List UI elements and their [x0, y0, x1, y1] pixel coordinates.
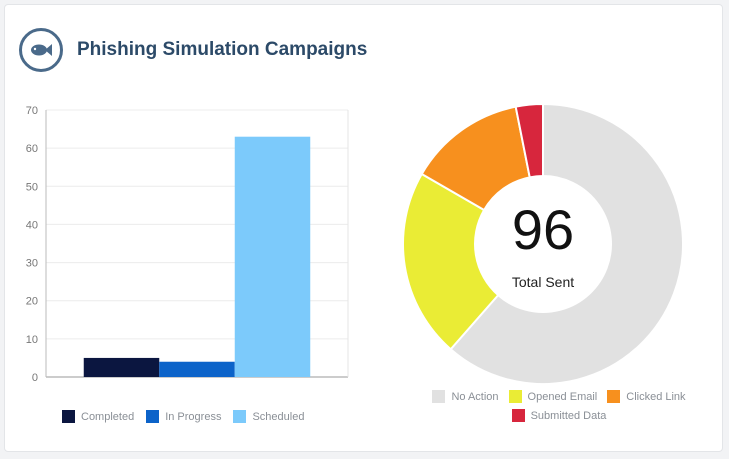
bar-in-progress[interactable]: [159, 361, 235, 377]
legend-label: Submitted Data: [530, 409, 607, 422]
card-title: Phishing Simulation Campaigns: [77, 39, 368, 60]
legend-label: Opened Email: [527, 390, 598, 403]
fish-icon: [19, 28, 63, 72]
donut-slice-submitted-data[interactable]: [514, 102, 544, 179]
y-tick-label: 30: [26, 258, 38, 270]
legend-label: In Progress: [165, 410, 222, 423]
legend-item-opened-email[interactable]: Opened Email: [508, 390, 598, 403]
legend-item-clicked-link[interactable]: Clicked Link: [607, 390, 686, 403]
bar-completed[interactable]: [83, 357, 160, 377]
y-tick-label: 10: [26, 334, 38, 346]
bar-chart-legend: Completed In Progress Scheduled: [62, 410, 392, 423]
legend-item-no-action[interactable]: No Action: [432, 390, 499, 403]
card-header: Phishing Simulation Campaigns: [19, 27, 367, 73]
y-tick-label: 50: [26, 181, 38, 193]
legend-label: Clicked Link: [626, 390, 686, 403]
legend-swatch: [146, 410, 160, 423]
donut-slice-no-action[interactable]: [449, 102, 684, 385]
bar-scheduled[interactable]: [234, 136, 311, 377]
total-sent-label: Total Sent: [511, 274, 575, 290]
legend-item-completed[interactable]: Completed: [62, 410, 134, 423]
legend-swatch: [432, 390, 446, 403]
legend-swatch: [233, 410, 247, 423]
y-tick-label: 70: [26, 105, 38, 117]
total-sent-value: 96: [511, 198, 575, 261]
donut-slice-opened-email[interactable]: [402, 172, 500, 351]
legend-swatch: [607, 390, 621, 403]
legend-swatch: [508, 390, 522, 403]
donut-chart-legend: No Action Opened Email Clicked Link Submitt…: [414, 390, 714, 422]
legend-item-submitted-data[interactable]: Submitted Data: [511, 409, 607, 422]
y-tick-label: 40: [26, 219, 38, 231]
legend-swatch: [62, 410, 75, 423]
y-tick-label: 0: [32, 372, 38, 384]
legend-label: Completed: [81, 410, 135, 423]
y-tick-label: 60: [26, 143, 38, 155]
legend-item-scheduled[interactable]: Scheduled: [233, 410, 304, 423]
legend-label: No Action: [451, 390, 499, 403]
legend-label: Scheduled: [252, 410, 305, 423]
legend-swatch: [511, 409, 525, 422]
legend-item-in-progress[interactable]: In Progress: [146, 410, 221, 423]
y-tick-label: 20: [26, 296, 38, 308]
